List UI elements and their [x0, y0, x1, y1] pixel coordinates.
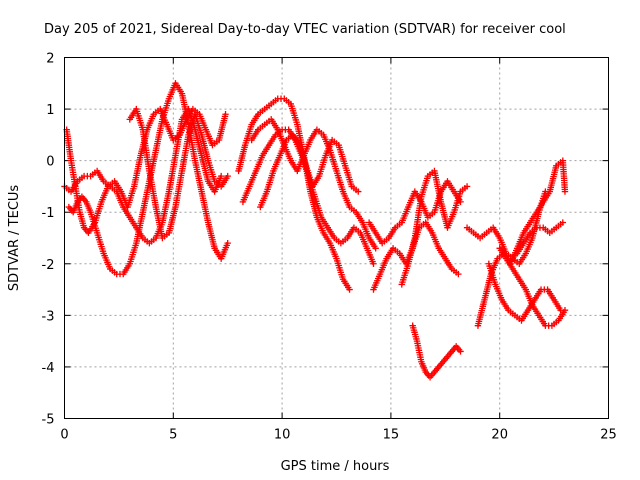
y-tick-label: -4	[42, 361, 55, 376]
series-sat-a	[65, 80, 231, 278]
x-tick-label: 0	[60, 428, 68, 443]
y-tick-label: 1	[46, 103, 54, 118]
data-point	[372, 245, 379, 252]
series-sat-o	[485, 260, 564, 324]
y-tick-label: 2	[46, 52, 54, 67]
data-point	[559, 219, 567, 226]
y-axis-label: SDTVAR / TECUs	[7, 185, 22, 292]
data-points	[61, 80, 569, 381]
data-point	[217, 172, 225, 180]
data-point	[561, 307, 569, 314]
data-point	[463, 183, 471, 190]
y-tick-label: 0	[46, 155, 54, 170]
axis-ticks: 0 5 10 15 20 25 -5 -4 -3 -2 -1 0 1 2	[42, 52, 617, 443]
series-sat-q	[507, 157, 569, 267]
data-point	[224, 172, 231, 180]
series-sat-l	[409, 322, 464, 381]
y-tick-label: -5	[42, 413, 55, 428]
series-sat-k	[398, 167, 471, 288]
data-point	[355, 188, 362, 195]
data-point	[455, 270, 462, 278]
data-point	[457, 198, 464, 206]
data-point	[561, 188, 569, 195]
series-sat-i	[365, 178, 464, 247]
x-tick-label: 20	[491, 428, 508, 443]
chart-title: Day 205 of 2021, Sidereal Day-to-day VTE…	[44, 22, 566, 37]
data-point	[224, 239, 231, 247]
x-tick-label: 25	[600, 428, 617, 443]
x-tick-label: 10	[274, 428, 291, 443]
data-point	[457, 348, 464, 355]
series-sat-d	[126, 105, 231, 242]
y-tick-label: -3	[42, 309, 55, 324]
data-point	[346, 286, 353, 293]
series-sat-n	[474, 219, 567, 329]
series-sat-p	[496, 245, 569, 329]
series-sat-e	[235, 95, 353, 293]
y-tick-label: -1	[42, 206, 55, 221]
data-point	[222, 111, 229, 118]
series-sat-h	[257, 131, 362, 211]
x-axis-label: GPS time / hours	[281, 459, 390, 474]
plot-frame	[64, 57, 609, 419]
x-tick-label: 15	[383, 428, 400, 443]
gridlines	[64, 57, 609, 419]
y-tick-label: -2	[42, 258, 55, 273]
data-point	[370, 260, 377, 267]
x-tick-label: 5	[169, 428, 177, 443]
